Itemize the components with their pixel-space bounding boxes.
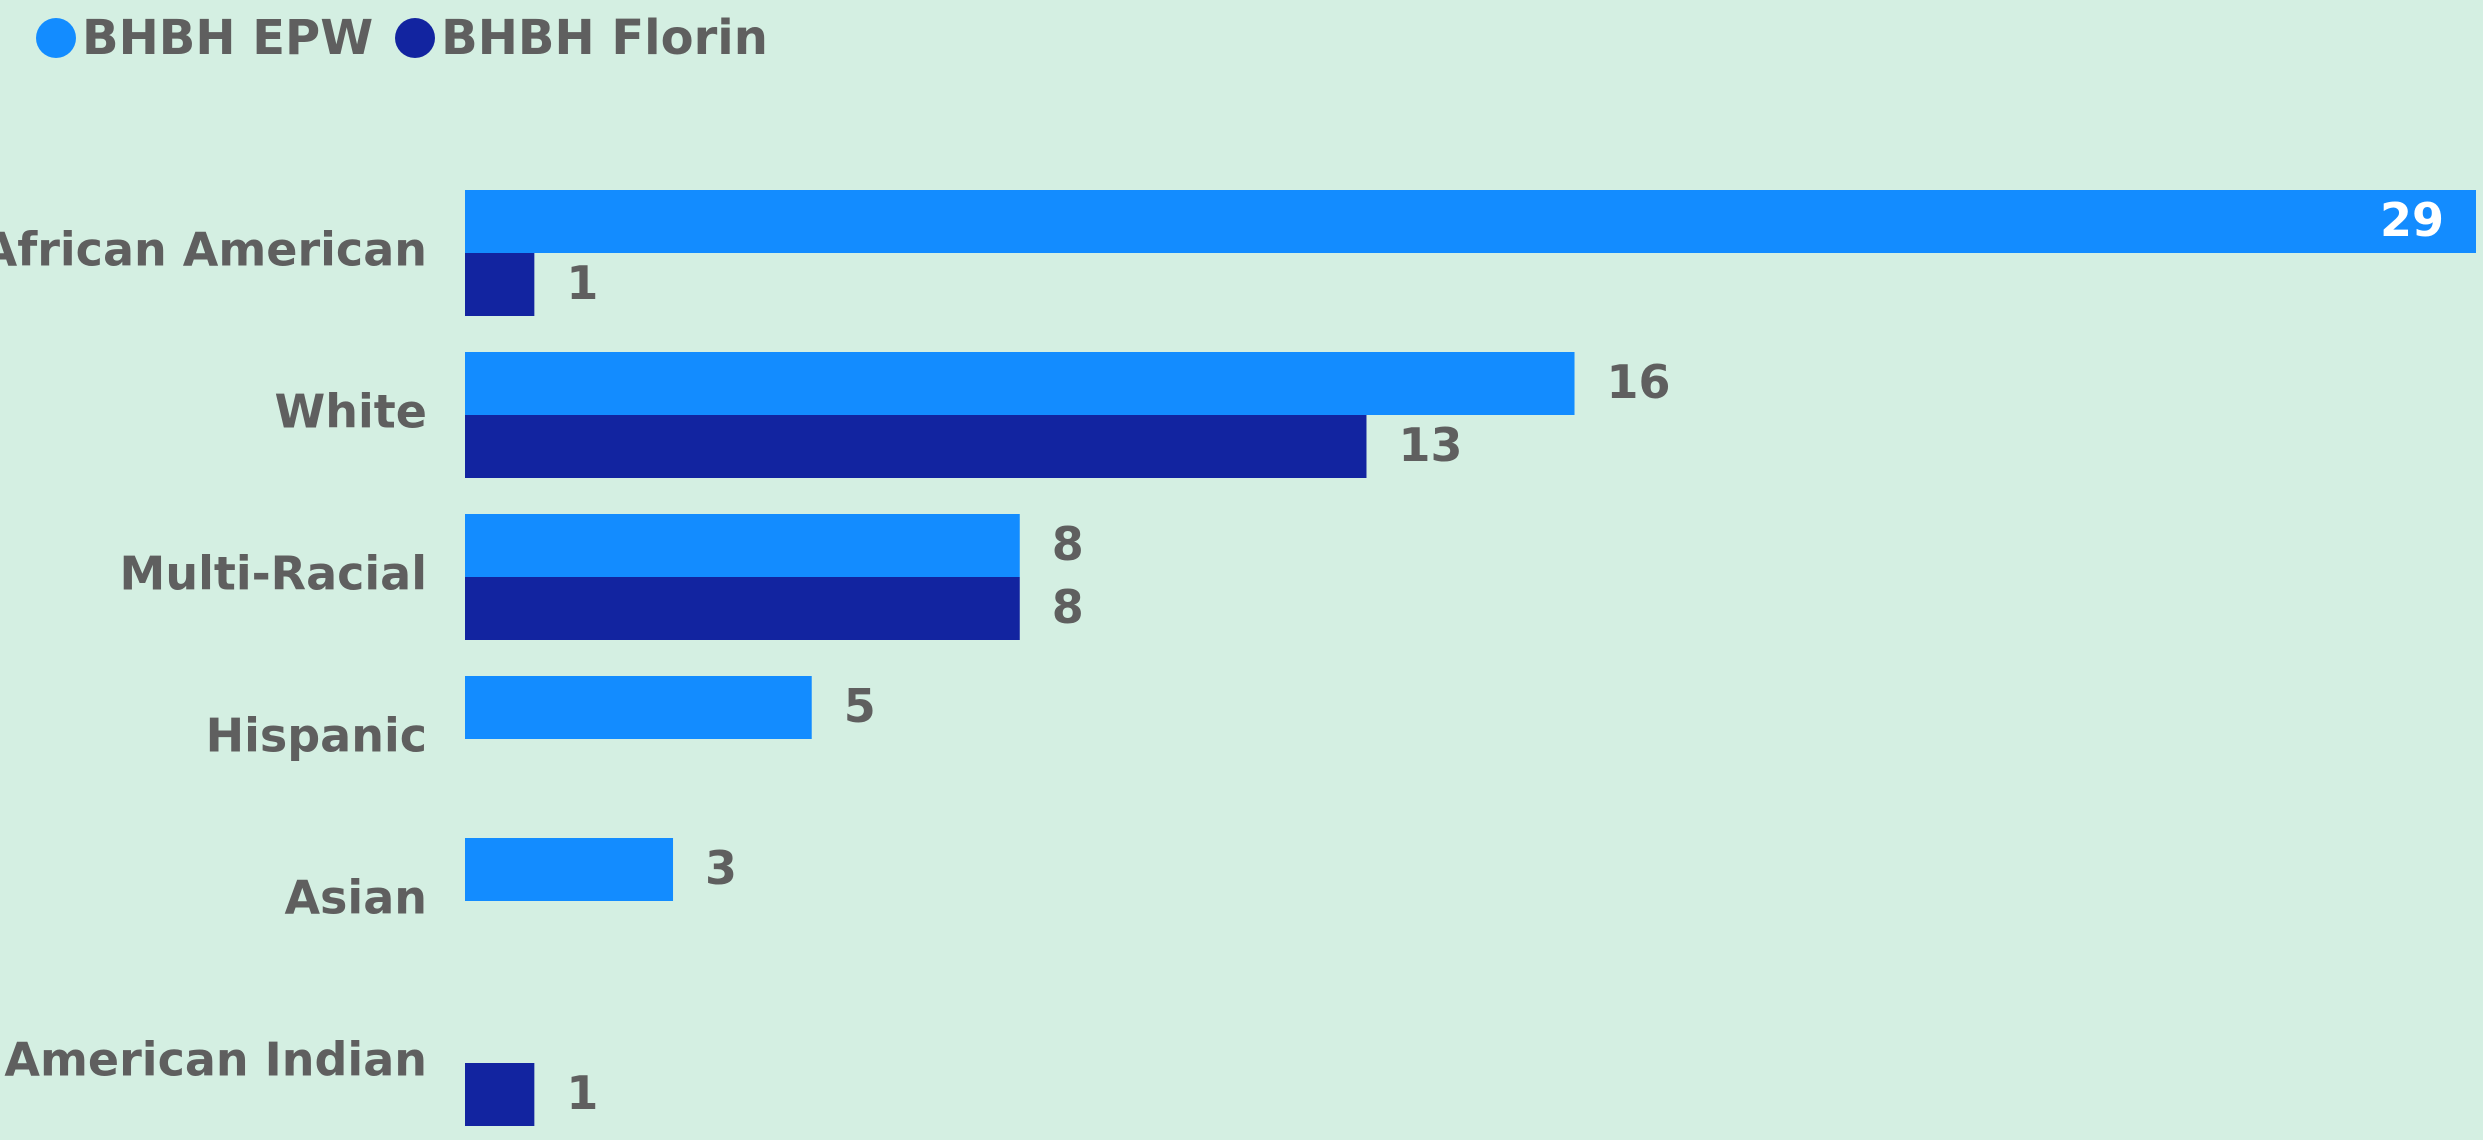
category-label-asian: Asian (284, 871, 427, 925)
bar-bhbh-epw-hispanic[interactable] (465, 676, 812, 739)
bar-bhbh-epw-white[interactable] (465, 352, 1575, 415)
legend-label-epw: BHBH EPW (82, 10, 374, 66)
bar-bhbh-florin-american-indian[interactable] (465, 1063, 535, 1126)
category-label-african-american: African American (0, 223, 427, 277)
legend-label-florin: BHBH Florin (441, 10, 768, 66)
data-label-bhbh-epw-white: 16 (1607, 355, 1671, 409)
category-label-american-indian: American Indian (4, 1033, 427, 1087)
data-label-bhbh-epw-hispanic: 5 (844, 679, 876, 733)
legend: BHBH EPW BHBH Florin (36, 8, 768, 68)
data-label-bhbh-florin-white: 13 (1398, 418, 1462, 472)
data-label-bhbh-epw-asian: 3 (705, 841, 737, 895)
bar-bhbh-epw-african-american[interactable] (465, 190, 2476, 253)
bar-bhbh-epw-asian[interactable] (465, 838, 674, 901)
legend-marker-florin (395, 18, 436, 58)
legend-item-florin[interactable]: BHBH Florin (395, 10, 768, 66)
data-label-bhbh-epw-multi-racial: 8 (1052, 517, 1084, 571)
data-label-bhbh-florin-african-american: 1 (566, 256, 598, 310)
category-label-hispanic: Hispanic (206, 709, 427, 763)
bar-bhbh-florin-african-american[interactable] (465, 253, 535, 316)
bar-bhbh-epw-multi-racial[interactable] (465, 514, 1020, 577)
bar-bhbh-florin-multi-racial[interactable] (465, 577, 1020, 640)
data-label-bhbh-florin-multi-racial: 8 (1052, 580, 1084, 634)
category-label-multi-racial: Multi-Racial (120, 547, 427, 601)
legend-marker-epw (36, 18, 76, 58)
legend-item-epw[interactable]: BHBH EPW (36, 10, 373, 66)
category-label-white: White (275, 385, 427, 439)
bar-bhbh-florin-white[interactable] (465, 415, 1367, 478)
data-label-bhbh-epw-african-american: 29 (2380, 193, 2444, 247)
data-label-bhbh-florin-american-indian: 1 (566, 1066, 598, 1120)
